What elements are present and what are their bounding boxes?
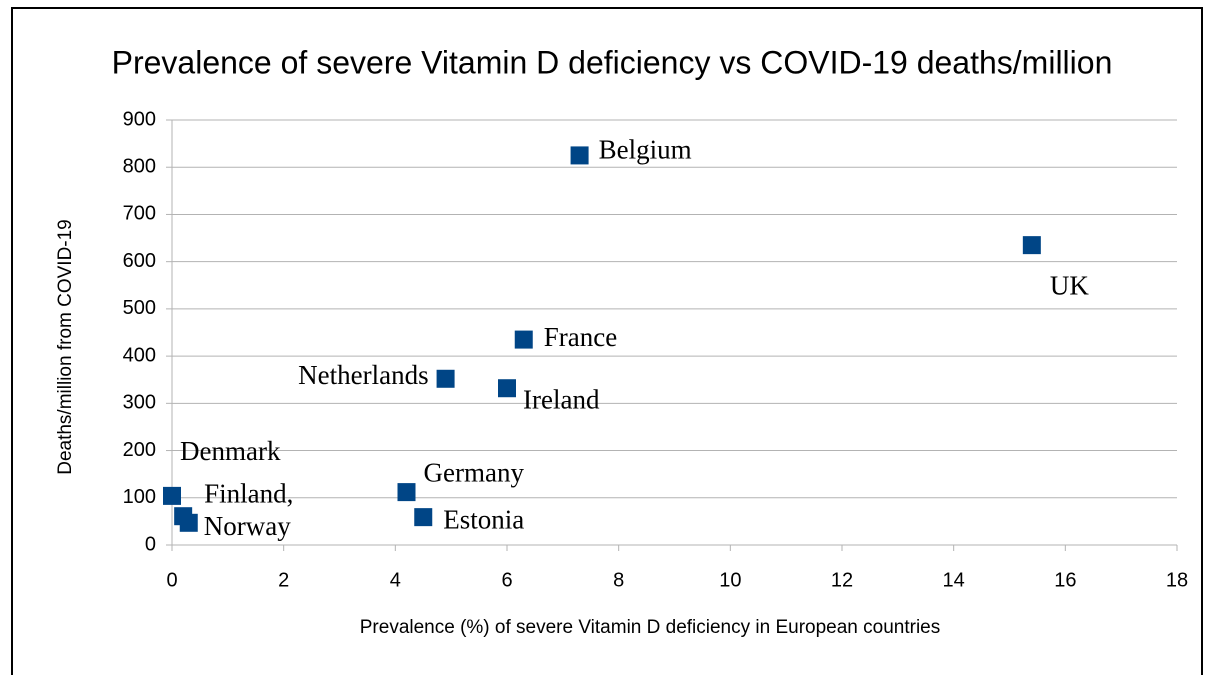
x-axis-label: Prevalence (%) of severe Vitamin D defic…: [360, 617, 941, 638]
x-tick-label: 14: [943, 569, 965, 591]
y-tick-label: 500: [123, 297, 156, 319]
point: [414, 508, 433, 527]
point-label: France: [544, 322, 617, 352]
x-tick-label: 12: [831, 569, 853, 591]
y-tick-label: 0: [145, 533, 156, 555]
point: [397, 483, 416, 502]
point: [179, 513, 198, 532]
chart-title: Prevalence of severe Vitamin D deficienc…: [112, 44, 1113, 80]
x-tick-label: 16: [1054, 569, 1076, 591]
y-tick-label: 900: [123, 108, 156, 130]
point-label: Denmark: [180, 436, 281, 466]
x-tick-label: 2: [278, 569, 289, 591]
point: [514, 330, 533, 349]
y-tick-label: 200: [123, 439, 156, 461]
point-label: Norway: [204, 511, 291, 541]
point-label: Finland,: [204, 478, 293, 508]
x-tick-label: 18: [1166, 569, 1188, 591]
y-axis-label: Deaths/million from COVID-19: [55, 219, 76, 475]
point-label: Ireland: [523, 384, 600, 414]
point: [163, 486, 181, 505]
y-tick-label: 100: [123, 486, 156, 508]
x-tick-label: 8: [613, 569, 624, 591]
point: [1022, 236, 1041, 255]
x-tick-label: 0: [166, 569, 177, 591]
point: [436, 369, 455, 388]
x-tick-label: 10: [719, 569, 741, 591]
x-tick-label: 4: [390, 569, 401, 591]
y-tick-label: 700: [123, 203, 156, 225]
point: [570, 146, 589, 165]
point-label: Estonia: [443, 504, 524, 534]
point-label: Germany: [424, 457, 525, 487]
y-tick-label: 400: [123, 344, 156, 366]
y-tick-label: 600: [123, 250, 156, 272]
point: [498, 379, 516, 398]
y-tick-label: 800: [123, 156, 156, 178]
point-label: UK: [1050, 270, 1089, 300]
point-label: Belgium: [599, 135, 692, 165]
chart-frame: [11, 7, 1203, 675]
y-tick-label: 300: [123, 392, 156, 414]
point-label: Netherlands: [298, 360, 428, 390]
x-tick-label: 6: [501, 569, 512, 591]
